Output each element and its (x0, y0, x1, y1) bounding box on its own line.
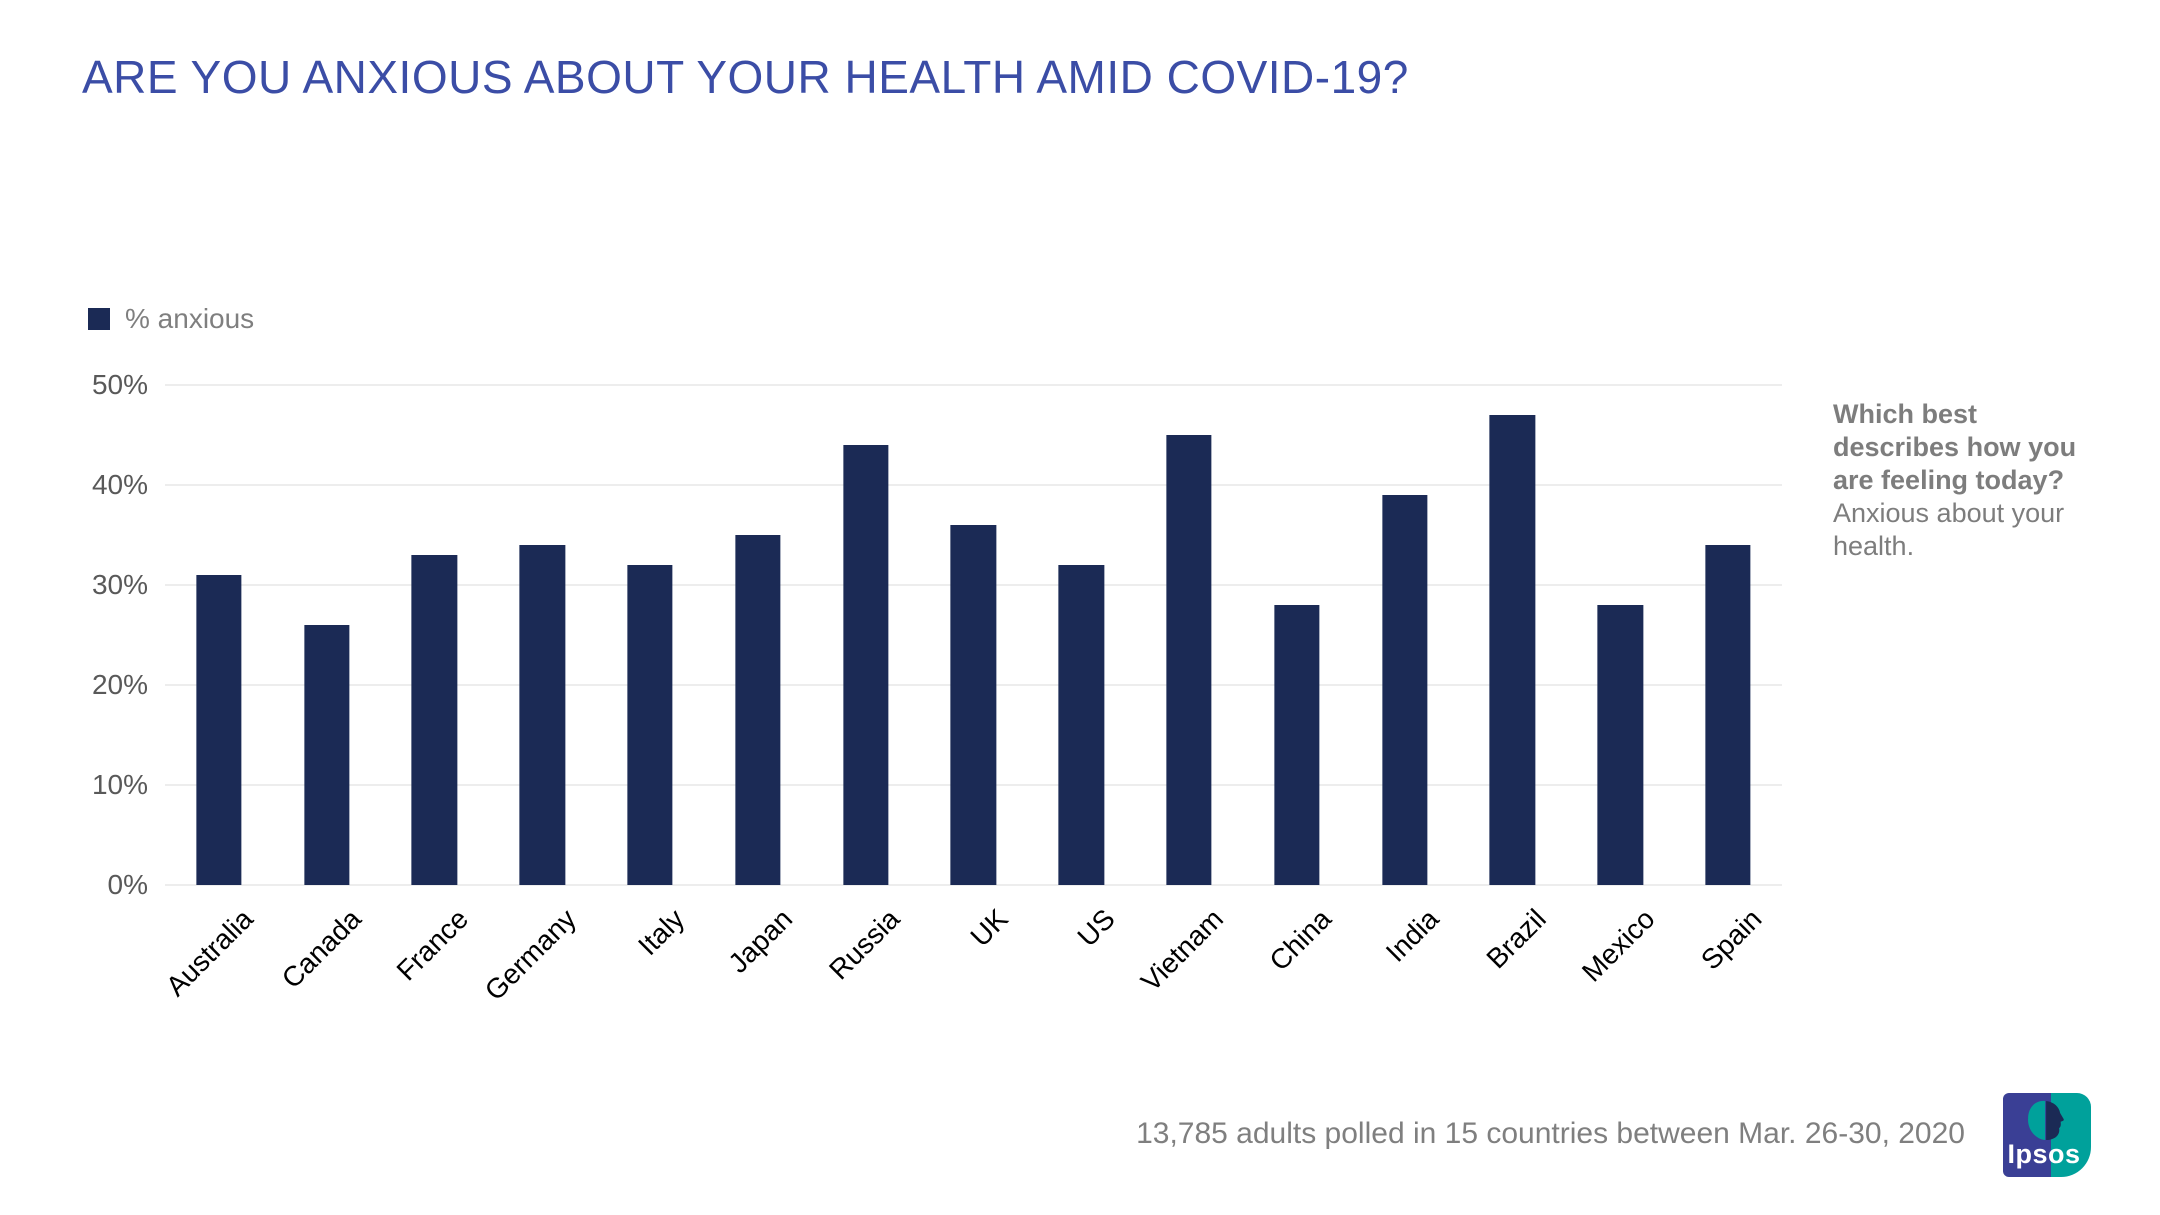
gridline (165, 884, 1782, 886)
annotation-bold-line: are feeling today? (1833, 465, 2065, 495)
bars (165, 385, 1782, 885)
bar-slot (381, 385, 489, 885)
x-tick-label: Mexico (1575, 903, 1661, 988)
footnote: 13,785 adults polled in 15 countries bet… (1136, 1117, 1965, 1150)
y-tick-label: 0% (107, 869, 148, 900)
annotation-subtext: Anxious about your health. (1833, 497, 2133, 563)
gridline (165, 384, 1782, 386)
annotation-bold-line: describes how you (1833, 432, 2077, 462)
bar-us (1058, 565, 1104, 885)
bar-china (1274, 605, 1320, 885)
bar-australia (196, 575, 242, 885)
page-title: ARE YOU ANXIOUS ABOUT YOUR HEALTH AMID C… (82, 51, 1409, 103)
bar-uk (950, 525, 997, 885)
bar-slot (1135, 385, 1243, 885)
x-tick-label: Spain (1695, 903, 1769, 976)
x-tick-label: Australia (159, 903, 259, 1002)
annotation-question: Which best describes how you are feeling t… (1833, 398, 2133, 497)
bar-brazil (1489, 415, 1536, 885)
bar-slot (704, 385, 812, 885)
bar-germany (519, 545, 565, 885)
x-tick-label: Japan (721, 903, 798, 979)
x-tick-label: Italy (631, 903, 691, 962)
bar-canada (304, 625, 350, 885)
bar-france (411, 555, 458, 885)
head-profile-half (2046, 1101, 2064, 1140)
bar-slot (273, 385, 381, 885)
bar-slot (165, 385, 273, 885)
plot-area (165, 384, 1782, 886)
y-tick-label: 50% (91, 369, 148, 400)
x-tick-label: India (1379, 903, 1445, 968)
annotation: Which best describes how you are feeling t… (1833, 398, 2133, 563)
bar-slot (488, 385, 596, 885)
head-curl-half (2028, 1100, 2046, 1140)
head-silhouette-icon (2028, 1100, 2064, 1140)
x-tick-label: Brazil (1480, 903, 1553, 975)
bar-mexico (1597, 605, 1643, 885)
annotation-regular-line: Anxious about your (1833, 498, 2065, 528)
bar-slot (1351, 385, 1459, 885)
annotation-bold-line: Which best (1833, 399, 1978, 429)
x-tick-label: Canada (275, 903, 367, 995)
legend: % anxious (88, 303, 254, 335)
bar-slot (1459, 385, 1567, 885)
bar-russia (843, 445, 889, 885)
bar-italy (627, 565, 673, 885)
bar-slot (920, 385, 1028, 885)
y-tick-label: 10% (91, 769, 148, 800)
bar-slot (1566, 385, 1674, 885)
x-tick-label: Germany (478, 903, 583, 1007)
bar-vietnam (1166, 435, 1212, 885)
annotation-regular-line: health. (1833, 531, 1915, 561)
y-axis-labels: 0% 10% 20% 30% 40% 50% (60, 369, 148, 900)
y-tick-label: 40% (91, 469, 148, 500)
bar-slot (812, 385, 920, 885)
bar-japan (735, 535, 781, 885)
bar-slot (1674, 385, 1782, 885)
x-tick-label: Vietnam (1134, 903, 1230, 998)
y-tick-label: 20% (91, 669, 148, 700)
legend-label: % anxious (125, 303, 255, 334)
x-tick-label: US (1071, 903, 1122, 953)
y-tick-label: 30% (91, 569, 148, 600)
x-tick-label: France (390, 903, 475, 987)
bar-slot (596, 385, 704, 885)
x-tick-label: UK (963, 903, 1014, 953)
bar-spain (1705, 545, 1751, 885)
bar-india (1382, 495, 1428, 885)
legend-swatch-icon (88, 308, 110, 330)
x-tick-label: Russia (823, 903, 906, 986)
bar-slot (1027, 385, 1135, 885)
bar-slot (1243, 385, 1351, 885)
ipsos-logo: Ipsos (2003, 1093, 2091, 1177)
logo-right-panel (2051, 1093, 2091, 1177)
logo-wordmark: Ipsos (2007, 1139, 2081, 1169)
x-axis-labels: Australia Canada France Germany Italy Japan Ru… (160, 903, 1782, 1033)
x-tick-label: China (1263, 903, 1337, 977)
gridline (165, 484, 1782, 486)
